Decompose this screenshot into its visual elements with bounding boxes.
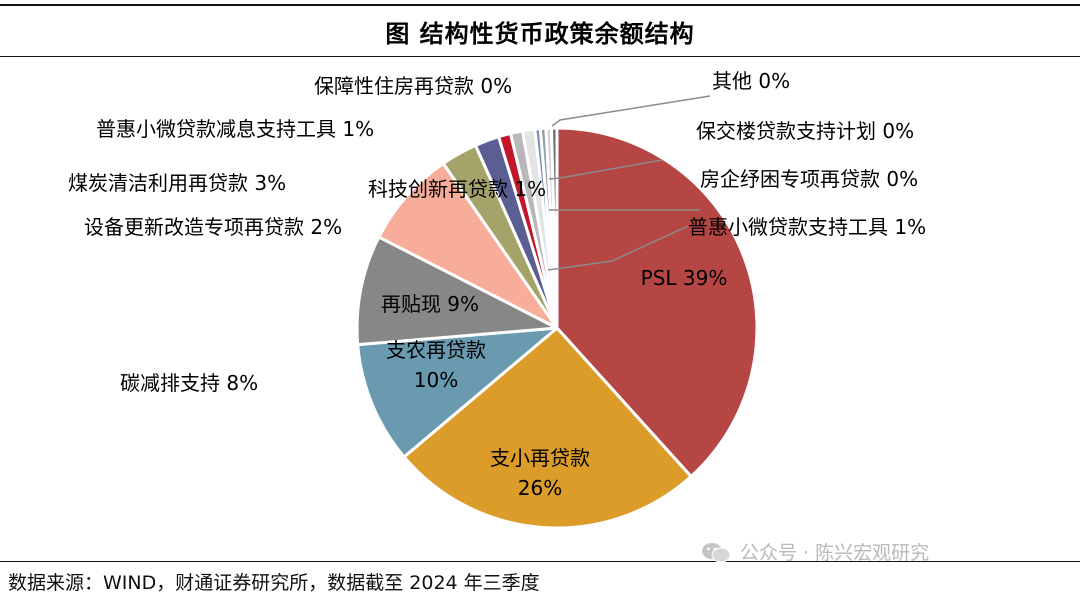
slice-label-3: 再贴现 9%: [381, 292, 479, 316]
source-note: 数据来源：WIND，财通证券研究所，数据截至 2024 年三季度: [8, 572, 540, 594]
leader-line-9: [547, 225, 689, 271]
slice-label-13: 保障性住房再贷款 0%: [314, 74, 512, 98]
slice-label-6: 设备更新改造专项再贷款 2%: [84, 215, 342, 239]
leader-line-12: [551, 95, 711, 127]
title-bar: 图 结构性货币政策余额结构: [0, 0, 1080, 60]
slice-label-5: 煤炭清洁利用再贷款 3%: [68, 171, 286, 195]
chart-title: 图 结构性货币政策余额结构: [385, 20, 695, 48]
slice-label-4: 碳减排支持 8%: [120, 371, 258, 395]
slice-label-10: 房企纾困专项再贷款 0%: [700, 167, 918, 191]
pie-slice-4: [377, 161, 559, 330]
watermark-text: 公众号 · 陈兴宏观研究: [740, 542, 930, 564]
pie-slice-3: [355, 235, 559, 347]
footer-rule: [0, 561, 1080, 562]
slice-label-12: 其他 0%: [712, 69, 790, 93]
pie-slice-1: [402, 326, 693, 530]
pie-chart: PSL 39% 支小再贷款 26%支农再贷款 10% 再贴现 9% 碳减排支持 8% 煤炭清…: [68, 69, 926, 530]
watermark: 公众号 · 陈兴宏观研究: [700, 538, 929, 565]
slice-label-0: PSL 39%: [641, 266, 728, 290]
leader-line-11: [548, 159, 663, 180]
slice-label-11: 保交楼贷款支持计划 0%: [696, 119, 914, 143]
pie-slice-2: [356, 326, 559, 459]
slice-label-8: 普惠小微贷款减息支持工具 1%: [96, 117, 374, 141]
wechat-icon: [702, 542, 731, 562]
slice-label-9: 普惠小微贷款支持工具 1%: [688, 215, 926, 239]
slice-label-1: 支小再贷款 26%: [490, 446, 590, 500]
pie-slice-0: [555, 126, 759, 478]
title-rule-bottom: [0, 56, 1080, 57]
title-rule-top: [0, 4, 1080, 6]
slice-label-2: 支农再贷款 10%: [386, 338, 486, 392]
slice-label-7: 科技创新再贷款 1%: [368, 177, 546, 201]
